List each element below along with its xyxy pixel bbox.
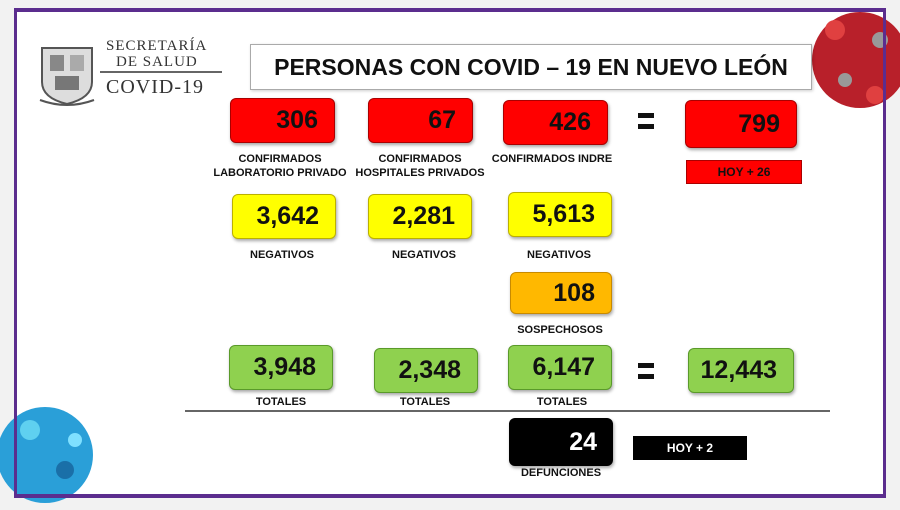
deaths-label: DEFUNCIONES [520,467,602,479]
equals [638,113,654,118]
total-value: 2,348 [374,348,478,393]
logo-text: COVID-19 [106,76,204,98]
suspect-label: SOSPECHOSOS [517,324,603,336]
logo-text: DE SALUD [116,54,198,70]
equals [638,124,654,129]
negative-value: 2,281 [368,194,472,239]
equals [638,374,654,379]
confirmed-value: 426 [503,100,608,145]
title: PERSONAS CON COVID – 19 EN NUEVO LEÓN [250,44,812,90]
negative-label: NEGATIVOS [250,249,314,261]
total-label: TOTALES [255,396,307,408]
confirmed-value: 67 [368,98,473,143]
confirmed-value: 306 [230,98,335,143]
today-deaths: HOY + 2 [633,436,747,460]
deaths-value: 24 [509,418,613,466]
shield-logo [39,47,95,106]
grand-total: 12,443 [688,348,794,393]
frame [14,8,886,12]
confirmed-label: CONFIRMADOS INDRE [491,153,613,165]
confirmed-total: 799 [685,100,797,148]
total-value: 6,147 [508,345,612,390]
total-label: TOTALES [399,396,451,408]
total-label: TOTALES [536,396,588,408]
frame [883,8,886,498]
confirmed-label: CONFIRMADOS LABORATORIO PRIVADO [213,153,347,179]
negative-label: NEGATIVOS [527,249,591,261]
confirmed-label: CONFIRMADOS HOSPITALES PRIVADOS [355,153,485,179]
suspect-value: 108 [510,272,612,314]
negative-value: 5,613 [508,192,612,237]
virus-blue [0,407,93,503]
negative-label: NEGATIVOS [392,249,456,261]
virus-red [812,12,900,108]
total-value: 3,948 [229,345,333,390]
frame [14,494,886,498]
logo-text: SECRETARÍA [106,38,208,54]
negative-value: 3,642 [232,194,336,239]
frame [14,8,17,498]
today-confirmed: HOY + 26 [686,160,802,184]
equals [638,363,654,368]
